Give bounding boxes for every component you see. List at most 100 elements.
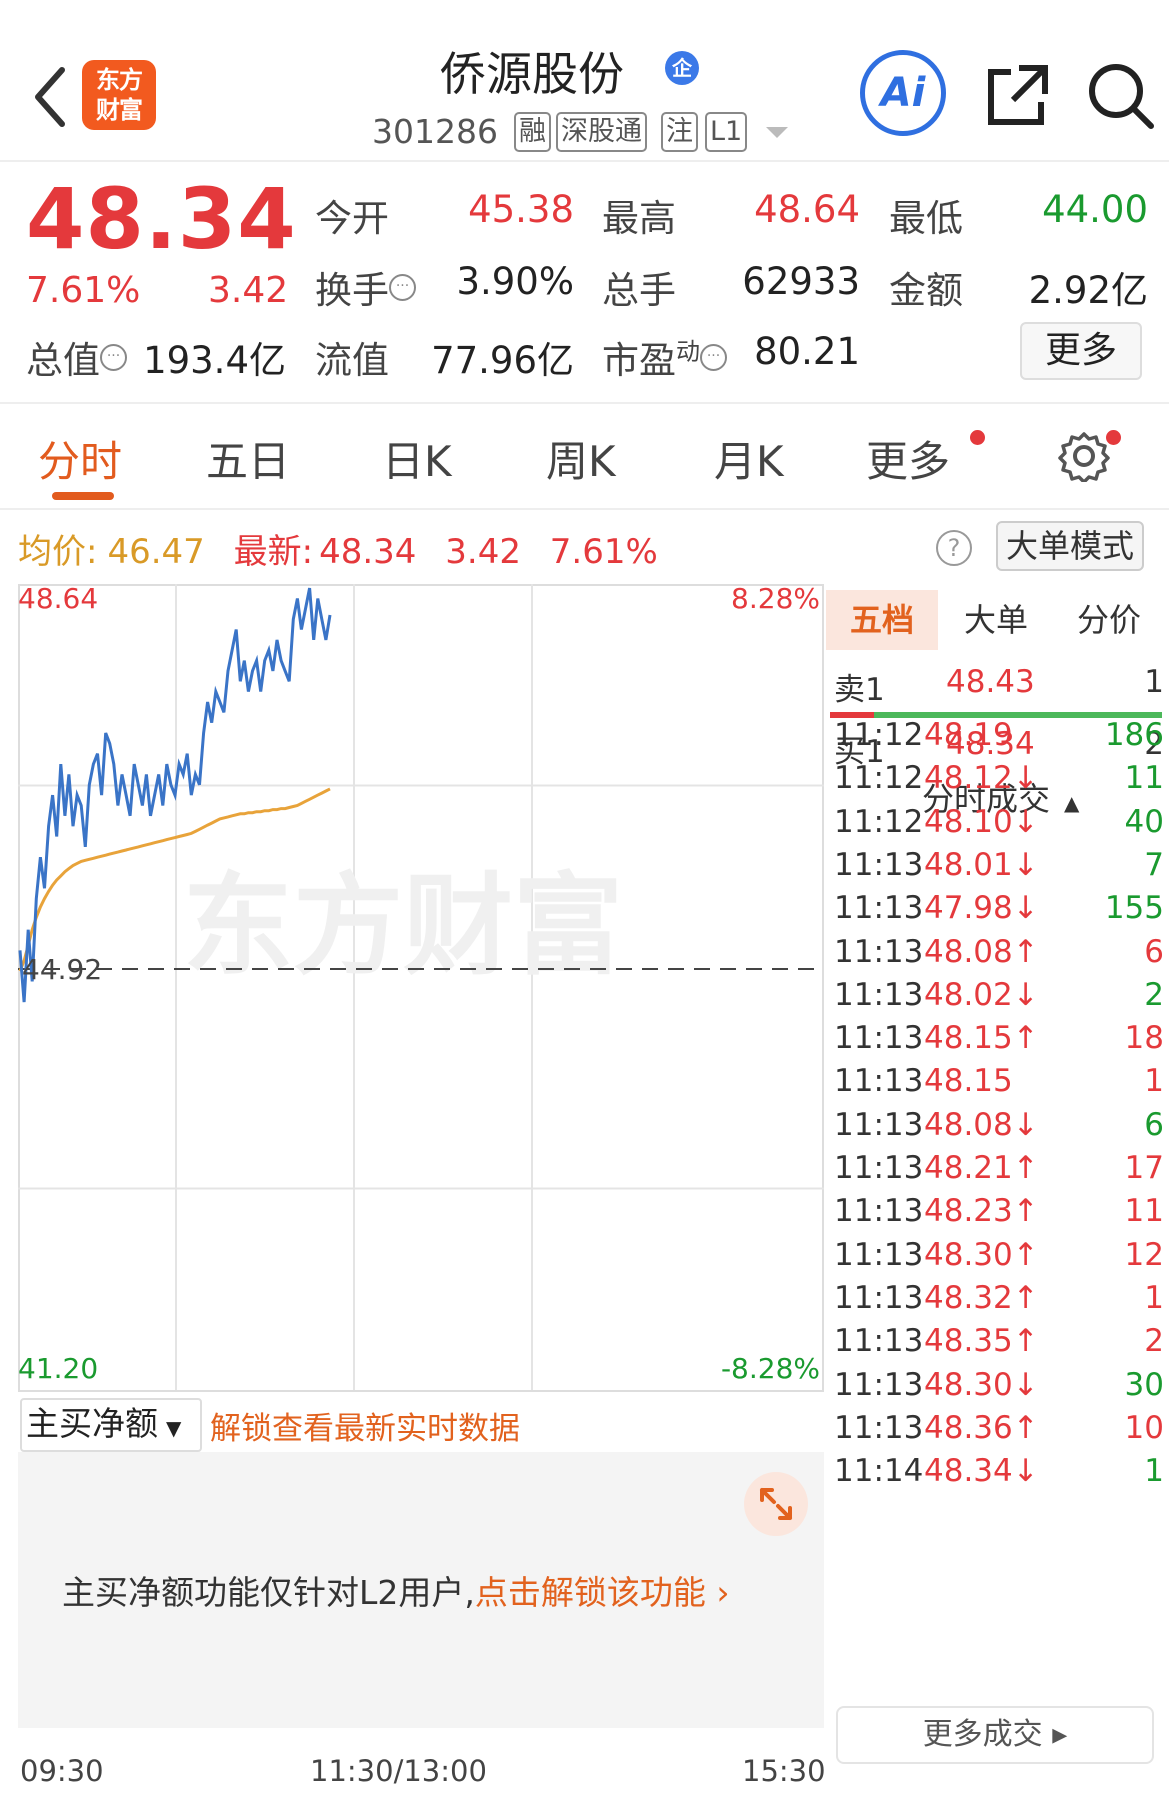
ai-assistant-button[interactable]: Ai [860, 50, 946, 136]
amount-value: 2.92亿 [1028, 269, 1148, 312]
active-tab-indicator [52, 492, 114, 500]
tab-more[interactable]: 更多 [866, 437, 951, 486]
tab-weekly-k[interactable]: 周K [546, 437, 616, 486]
stock-name: 侨源股份 [440, 47, 624, 101]
sell-bar [830, 712, 874, 718]
tag-margin: 融 [514, 112, 551, 152]
low-label: 最低 [889, 197, 963, 240]
pe-label: 市盈动 ··· [602, 330, 727, 384]
info-icon[interactable]: ··· [700, 343, 727, 371]
tick-row: 11:13 48.35↑ 2 [834, 1323, 1164, 1360]
tick-row: 11:13 48.15↑ 18 [834, 1020, 1164, 1057]
sell-1-row: 卖1 48.43 1 [834, 664, 1164, 708]
chart-frame [18, 584, 824, 1392]
tag-connect: 深股通 [556, 112, 647, 152]
y-top-pct: 8.28% [731, 584, 820, 615]
mktcap-label: 总值 ··· [26, 330, 127, 384]
time-label-open: 09:30 [20, 1754, 104, 1788]
divider [0, 508, 1169, 510]
chart-grid [18, 584, 824, 1392]
tick-row: 11:13 48.08↑ 6 [834, 933, 1164, 970]
tick-row: 11:13 48.32↑ 1 [834, 1279, 1164, 1316]
y-baseline-label: 44.92 [22, 953, 102, 986]
price-line [18, 587, 332, 1003]
order-book-panel: 五档 大单 分价 卖1 48.43 1 买1 48.34 2 分时成交 ▲ 11:… [826, 584, 1169, 1794]
expand-icon[interactable] [744, 1472, 808, 1536]
notification-dot [970, 430, 985, 445]
ticks-title[interactable]: 分时成交 ▲ [922, 780, 1080, 818]
intraday-chart[interactable]: 东方财富 48.64 8.28% 44.92 41.20 -8.28% [18, 584, 824, 1730]
float-value: 77.96亿 [431, 339, 574, 382]
tab-five-day[interactable]: 五日 [206, 437, 291, 486]
time-label-mid: 11:30/13:00 [310, 1754, 487, 1788]
float-label: 流值 [315, 339, 389, 382]
turnover-label: 换手 ··· [315, 260, 416, 314]
volume-label: 总手 [602, 269, 676, 312]
chevron-down-icon[interactable] [766, 127, 788, 138]
mktcap-value: 193.4亿 [143, 339, 286, 382]
tab-big-order[interactable]: 大单 [963, 601, 1028, 639]
change-percent: 7.61% [26, 270, 141, 311]
unlock-feature-link[interactable]: 点击解锁该功能 › [474, 1573, 730, 1612]
app-logo: 东方 财富 [82, 60, 156, 130]
more-ticks-button[interactable]: 更多成交 ▸ [836, 1706, 1154, 1764]
info-icon[interactable]: ··· [389, 273, 416, 301]
settings-gear-icon[interactable] [1058, 430, 1110, 482]
y-bottom-pct: -8.28% [721, 1352, 820, 1385]
tick-row: 11:13 48.08↓ 6 [834, 1106, 1164, 1143]
tag-level: L1 [705, 112, 748, 152]
tab-monthly-k[interactable]: 月K [714, 437, 784, 486]
pe-value: 80.21 [754, 330, 860, 373]
tick-row: 11:12 48.19 186 [834, 717, 1164, 753]
tick-row: 11:12 48.10↓ 40 [834, 803, 1164, 840]
tab-intraday[interactable]: 分时 [38, 437, 123, 486]
tick-row: 11:14 48.34↓ 1 [834, 1453, 1164, 1490]
big-order-mode-button[interactable]: 大单模式 [996, 521, 1144, 571]
net-buy-select[interactable]: 主买净额 ▼ [20, 1398, 202, 1452]
help-icon[interactable]: ? [936, 530, 972, 566]
tick-row: 11:13 48.15 1 [834, 1063, 1164, 1100]
watermark: 东方财富 [183, 862, 623, 990]
high-value: 48.64 [754, 188, 860, 231]
tick-row: 11:13 48.36↑ 10 [834, 1409, 1164, 1446]
search-icon[interactable] [1085, 60, 1155, 130]
y-bottom-label: 41.20 [18, 1352, 98, 1385]
more-quote-button[interactable]: 更多 [1020, 322, 1142, 380]
share-icon[interactable] [985, 62, 1051, 128]
tab-price-dist[interactable]: 分价 [1076, 601, 1141, 639]
tick-row: 11:13 47.98↓ 155 [834, 890, 1164, 927]
header: 东方 财富 侨源股份 企 301286 融 深股通 注 L1 Ai [0, 0, 1169, 162]
change-amount: 3.42 [208, 270, 289, 311]
stock-code: 301286 [372, 112, 498, 151]
tick-row: 11:12 48.12↓ 11 [834, 760, 1164, 797]
back-arrow-icon[interactable] [30, 62, 70, 132]
volume-value: 62933 [742, 260, 860, 303]
high-label: 最高 [602, 197, 676, 240]
amount-label: 金额 [889, 269, 963, 312]
notification-dot [1106, 430, 1121, 445]
avg-price-line [18, 787, 331, 972]
current-price: 48.34 [26, 170, 297, 268]
tick-row: 11:13 48.30↓ 30 [834, 1366, 1164, 1403]
tick-row: 11:13 48.23↑ 11 [834, 1193, 1164, 1230]
tab-five-level[interactable]: 五档 [826, 590, 938, 650]
y-top-label: 48.64 [18, 584, 98, 615]
info-icon[interactable]: ··· [100, 343, 127, 371]
divider [0, 402, 1169, 404]
net-buy-message: 主买净额功能仅针对L2用户,点击解锁该功能 › [62, 1573, 730, 1612]
low-value: 44.00 [1042, 188, 1148, 231]
open-value: 45.38 [468, 188, 574, 231]
enterprise-badge: 企 [665, 51, 699, 85]
tick-row: 11:13 48.01↓ 7 [834, 846, 1164, 883]
open-label: 今开 [315, 197, 389, 240]
turnover-value: 3.90% [456, 260, 574, 303]
time-label-close: 15:30 [742, 1754, 826, 1788]
unlock-realtime-link[interactable]: 解锁查看最新实时数据 [210, 1411, 520, 1447]
tab-daily-k[interactable]: 日K [382, 437, 452, 486]
tick-row: 11:13 48.02↓ 2 [834, 976, 1164, 1013]
tag-registration: 注 [661, 112, 698, 152]
buy-bar [874, 712, 1162, 718]
tick-row: 11:13 48.30↑ 12 [834, 1236, 1164, 1273]
tick-row: 11:13 48.21↑ 17 [834, 1150, 1164, 1186]
chart-legend: 均价: 46.47 最新: 48.34 3.42 7.61% [18, 532, 658, 572]
